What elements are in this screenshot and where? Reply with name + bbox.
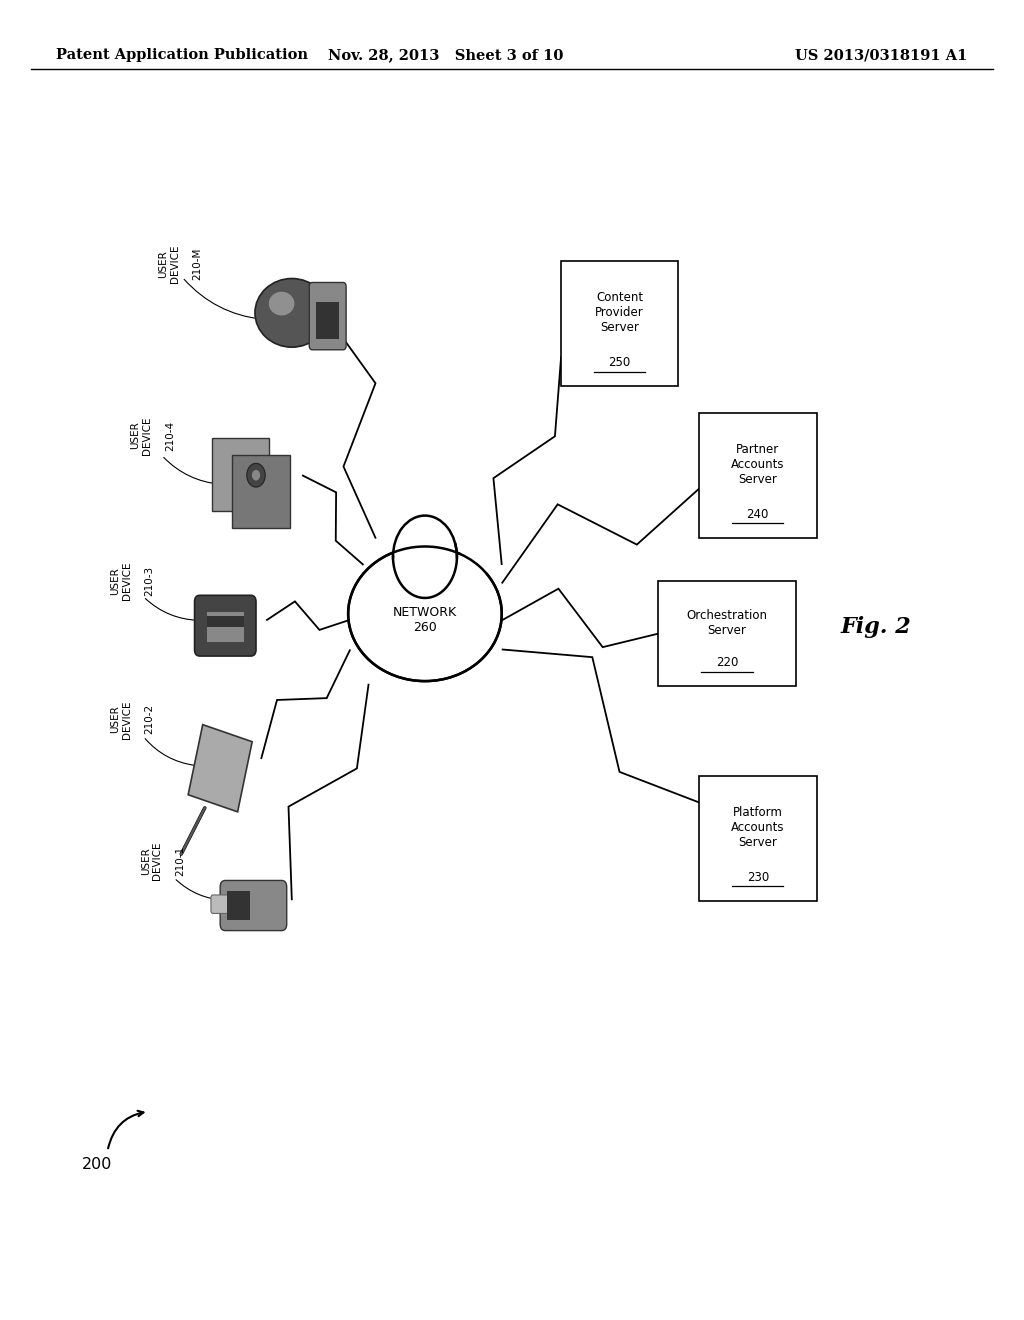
Polygon shape xyxy=(188,725,252,812)
Text: Partner
Accounts
Server: Partner Accounts Server xyxy=(731,444,784,486)
Text: Platform
Accounts
Server: Platform Accounts Server xyxy=(731,807,784,849)
Text: Content
Provider
Server: Content Provider Server xyxy=(595,292,644,334)
Ellipse shape xyxy=(255,279,329,347)
Text: 200: 200 xyxy=(82,1156,113,1172)
Text: Patent Application Publication: Patent Application Publication xyxy=(56,49,308,62)
FancyBboxPatch shape xyxy=(316,302,339,339)
FancyBboxPatch shape xyxy=(232,455,290,528)
Text: 250: 250 xyxy=(608,356,631,368)
FancyBboxPatch shape xyxy=(698,412,817,539)
Text: 210-1: 210-1 xyxy=(175,846,185,875)
Ellipse shape xyxy=(355,552,494,676)
Text: Fig. 2: Fig. 2 xyxy=(840,616,911,638)
Ellipse shape xyxy=(268,292,295,315)
FancyBboxPatch shape xyxy=(309,282,346,350)
Text: US 2013/0318191 A1: US 2013/0318191 A1 xyxy=(796,49,968,62)
FancyBboxPatch shape xyxy=(561,261,678,385)
Circle shape xyxy=(252,470,260,480)
Text: 210-4: 210-4 xyxy=(165,421,175,450)
Text: 210-2: 210-2 xyxy=(144,705,155,734)
Text: USER
DEVICE: USER DEVICE xyxy=(158,244,180,284)
Text: USER
DEVICE: USER DEVICE xyxy=(140,841,163,880)
Text: NETWORK
260: NETWORK 260 xyxy=(393,606,457,635)
Text: Orchestration
Server: Orchestration Server xyxy=(686,609,768,638)
Text: 210-3: 210-3 xyxy=(144,566,155,595)
FancyBboxPatch shape xyxy=(657,581,797,686)
Circle shape xyxy=(247,463,265,487)
Text: 240: 240 xyxy=(746,508,769,520)
Text: 230: 230 xyxy=(746,871,769,883)
Ellipse shape xyxy=(348,546,502,681)
Text: USER
DEVICE: USER DEVICE xyxy=(130,416,153,455)
FancyBboxPatch shape xyxy=(207,616,244,627)
FancyBboxPatch shape xyxy=(195,595,256,656)
FancyBboxPatch shape xyxy=(220,880,287,931)
FancyBboxPatch shape xyxy=(207,612,244,642)
Text: USER
DEVICE: USER DEVICE xyxy=(110,700,132,739)
Circle shape xyxy=(393,516,457,598)
Circle shape xyxy=(400,525,450,589)
FancyBboxPatch shape xyxy=(227,891,250,920)
FancyBboxPatch shape xyxy=(212,438,269,511)
Text: Nov. 28, 2013   Sheet 3 of 10: Nov. 28, 2013 Sheet 3 of 10 xyxy=(328,49,563,62)
FancyBboxPatch shape xyxy=(698,776,817,900)
Text: USER
DEVICE: USER DEVICE xyxy=(110,561,132,601)
FancyBboxPatch shape xyxy=(211,895,230,913)
Text: 210-M: 210-M xyxy=(193,248,203,280)
Text: 220: 220 xyxy=(716,656,738,669)
